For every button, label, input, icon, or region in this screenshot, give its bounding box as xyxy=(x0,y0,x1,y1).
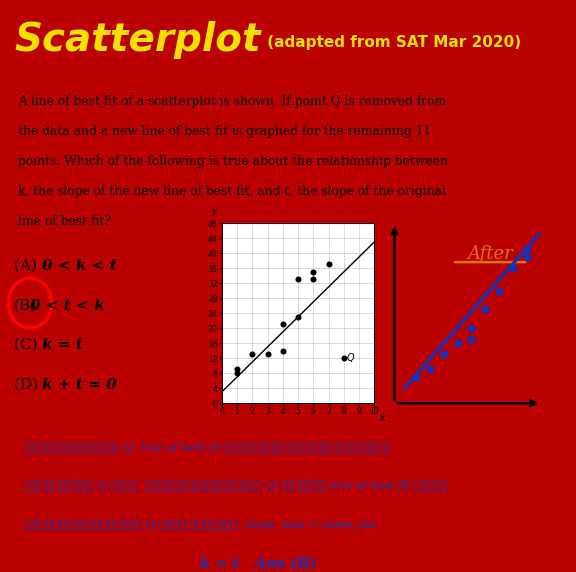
Point xyxy=(309,275,318,284)
Point xyxy=(278,320,287,329)
Point xyxy=(232,365,242,374)
Text: the data and a new line of best fit is graphed for the remaining 11: the data and a new line of best fit is g… xyxy=(18,125,431,138)
Text: ขึ้นเพราะไม่มีจุด Q แล้ว ดังนั้น  slope_new > slope_old: ขึ้นเพราะไม่มีจุด Q แล้ว ดังนั้น slope_n… xyxy=(25,519,376,530)
Point xyxy=(439,350,448,359)
Point xyxy=(467,324,476,333)
Point xyxy=(263,350,272,359)
Point xyxy=(232,369,242,378)
Text: 0 < t < k: 0 < t < k xyxy=(31,299,105,313)
Text: k = t: k = t xyxy=(41,338,82,352)
Point xyxy=(509,264,518,273)
Text: (C): (C) xyxy=(14,338,47,352)
Text: k, the slope of the new line of best fit, and t, the slope of the original: k, the slope of the new line of best fit… xyxy=(18,185,446,198)
Point xyxy=(495,286,504,295)
Point xyxy=(467,335,476,344)
Text: After: After xyxy=(467,245,513,263)
Text: y: y xyxy=(211,205,217,216)
Point xyxy=(248,350,257,359)
Point xyxy=(294,312,303,321)
Point xyxy=(523,245,532,254)
Text: (B): (B) xyxy=(14,299,37,313)
Point xyxy=(324,260,333,269)
Point xyxy=(453,339,462,348)
Text: Before: Before xyxy=(290,245,350,263)
Point xyxy=(523,252,532,261)
Text: k > t   Ans (B): k > t Ans (B) xyxy=(200,557,316,571)
Point xyxy=(278,346,287,355)
Text: ตอนแรกที่มีจุด Q  line of best fit ต้องกดลงมาเพราะพยายามคาก: ตอนแรกที่มีจุด Q line of best fit ต้องกด… xyxy=(25,443,391,453)
Text: (adapted from SAT Mar 2020): (adapted from SAT Mar 2020) xyxy=(262,35,521,50)
Point xyxy=(425,365,434,374)
Text: (A): (A) xyxy=(14,259,47,273)
Text: (D): (D) xyxy=(14,378,48,392)
Text: points. Which of the following is true about the relationship between: points. Which of the following is true a… xyxy=(18,155,448,168)
Point xyxy=(309,267,318,276)
Point xyxy=(339,353,348,363)
Text: Q: Q xyxy=(347,353,355,363)
Text: k + t = 0: k + t = 0 xyxy=(41,378,116,392)
Text: Scatterplot: Scatterplot xyxy=(14,21,261,59)
Text: A line of best fit of a scatterplot is shown. If point Q is removed from: A line of best fit of a scatterplot is s… xyxy=(18,95,446,108)
Point xyxy=(411,372,420,382)
Text: ให้ใกล้จุด Q ด้วย  ดังนั้นเข้าเอาจุด Q ออกแล้ว line of best fit จะชัน: ให้ใกล้จุด Q ด้วย ดังนั้นเข้าเอาจุด Q ออ… xyxy=(25,481,449,491)
Point xyxy=(481,305,490,314)
Text: 0 < k < t: 0 < k < t xyxy=(41,259,116,273)
Text: line of best fit?: line of best fit? xyxy=(18,215,111,228)
Point xyxy=(294,275,303,284)
Text: x: x xyxy=(379,414,385,423)
